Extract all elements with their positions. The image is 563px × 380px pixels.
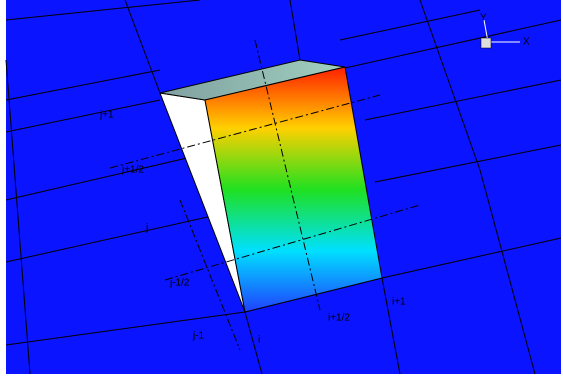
i-label: i+1/2 xyxy=(328,313,350,324)
half-lines xyxy=(109,39,421,351)
i-label: i xyxy=(258,335,260,346)
axis-label: X xyxy=(523,37,530,48)
i-label: i+1 xyxy=(392,297,406,308)
j-label: j-1/2 xyxy=(169,278,190,289)
j-label: j+1 xyxy=(99,110,114,121)
j-label: j xyxy=(145,223,148,234)
front-face xyxy=(204,66,383,313)
j-label: j+1/2 xyxy=(121,165,144,176)
j-label: j-1 xyxy=(192,331,205,342)
axis-triad: Y X xyxy=(480,13,530,49)
axis-label: Y xyxy=(480,13,487,24)
